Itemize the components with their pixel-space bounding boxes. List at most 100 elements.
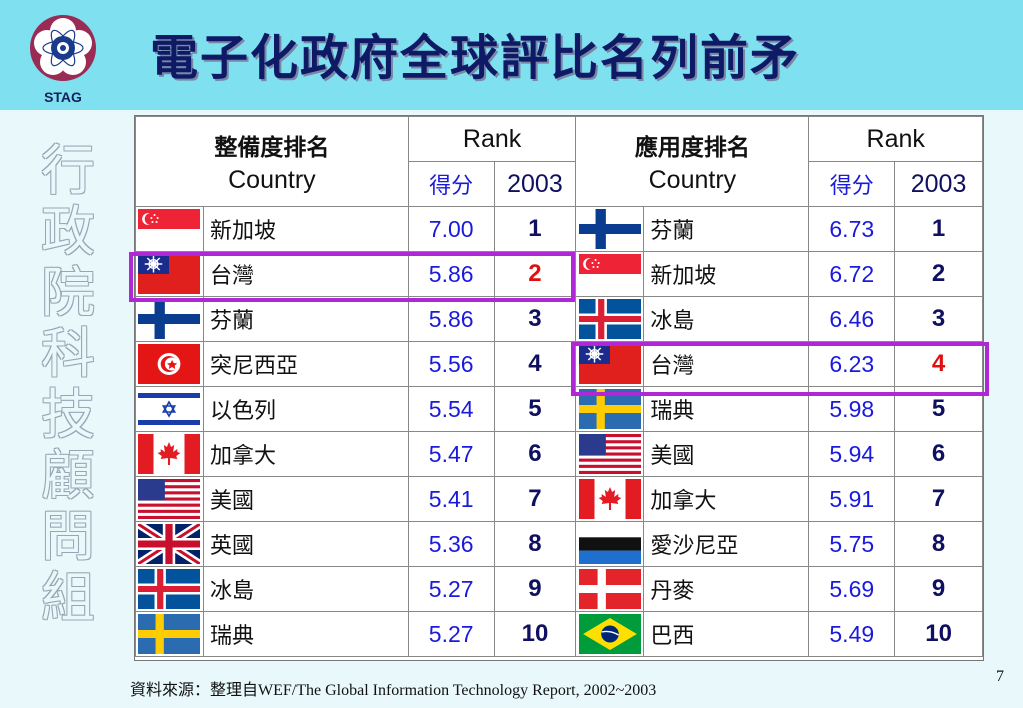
right-country-name: 芬蘭 — [643, 206, 810, 252]
source-footnote: 資料來源：整理自WEF/The Global Information Techn… — [130, 682, 657, 699]
canada-flag-icon — [138, 434, 201, 474]
singapore-flag-icon — [578, 254, 641, 294]
side-char: 組 — [41, 566, 95, 629]
side-char: 院 — [41, 261, 95, 324]
taiwan-flag-icon — [578, 344, 641, 384]
tunisia-flag-icon — [138, 344, 201, 384]
usa-flag-icon — [578, 434, 641, 474]
side-vertical-text: 行 政 院 科 技 顧 問 組 — [38, 140, 98, 628]
left-country-name: 瑞典 — [202, 611, 409, 657]
right-country-label: Country — [648, 166, 737, 194]
left-rank: 7 — [493, 476, 577, 522]
right-year-header: 2003 — [894, 161, 983, 207]
left-flag-cell — [135, 566, 204, 612]
right-score: 5.49 — [808, 611, 896, 657]
right-flag-cell — [575, 566, 645, 612]
iceland-flag-icon — [578, 299, 641, 339]
left-score: 5.27 — [407, 611, 495, 657]
side-char: 行 — [41, 139, 95, 202]
stag-logo-icon: STAG — [30, 15, 96, 105]
right-score: 6.23 — [808, 341, 896, 387]
right-rank: 1 — [894, 206, 983, 252]
table-row: 美國 5.41 7 加拿大 5.91 7 — [135, 476, 983, 522]
right-score: 6.73 — [808, 206, 896, 252]
header-bar: STAG 電子化政府全球評比名列前矛 — [0, 0, 1023, 110]
iceland-flag-icon — [138, 569, 201, 609]
right-rank: 6 — [894, 431, 983, 477]
left-rank: 3 — [493, 296, 577, 342]
side-char: 技 — [41, 383, 95, 446]
left-country-name: 芬蘭 — [202, 296, 409, 342]
right-score: 6.46 — [808, 296, 896, 342]
canada-flag-icon — [578, 479, 641, 519]
left-flag-cell — [135, 431, 204, 477]
right-score-header: 得分 — [808, 161, 896, 207]
right-score: 5.75 — [808, 521, 896, 567]
page-title: 電子化政府全球評比名列前矛 — [150, 30, 801, 86]
israel-flag-icon — [138, 389, 201, 429]
left-country-name: 台灣 — [202, 251, 409, 297]
left-country-label: Country — [228, 166, 316, 194]
right-flag-cell — [575, 296, 645, 342]
usa-flag-icon — [138, 479, 201, 519]
right-flag-cell — [575, 431, 645, 477]
right-flag-cell — [575, 476, 645, 522]
left-flag-cell — [135, 251, 204, 297]
right-flag-cell — [575, 611, 645, 657]
right-rank: 3 — [894, 296, 983, 342]
page-number: 7 — [996, 668, 1004, 685]
left-country-name: 美國 — [202, 476, 409, 522]
left-rank-header: Rank — [407, 116, 577, 162]
left-rank: 1 — [493, 206, 577, 252]
right-country-name: 冰島 — [643, 296, 810, 342]
right-rank-header: Rank — [808, 116, 983, 162]
left-score-header: 得分 — [407, 161, 495, 207]
uk-flag-icon — [136, 520, 203, 568]
ranking-table: 整備度排名 Country Rank 應用度排名 Country Rank 得分… — [129, 115, 989, 661]
right-country-name: 丹麥 — [643, 566, 810, 612]
right-score: 5.94 — [808, 431, 896, 477]
left-score: 5.41 — [407, 476, 495, 522]
left-country-name: 突尼西亞 — [202, 341, 409, 387]
left-highlight-box — [129, 252, 575, 302]
table-row: 新加坡 7.00 1 芬蘭 6.73 1 — [135, 206, 983, 252]
right-flag-cell — [575, 206, 645, 252]
right-country-name: 巴西 — [643, 611, 810, 657]
brazil-flag-icon — [578, 614, 641, 654]
denmark-flag-icon — [578, 569, 641, 609]
left-heading: 整備度排名 — [214, 134, 330, 161]
right-country-name: 愛沙尼亞 — [643, 521, 810, 567]
right-country-name: 新加坡 — [643, 251, 810, 297]
left-country-name: 冰島 — [202, 566, 409, 612]
left-rank: 10 — [493, 611, 577, 657]
side-char: 問 — [41, 505, 95, 568]
right-country-header: 應用度排名 Country — [575, 116, 810, 207]
left-flag-cell — [135, 296, 204, 342]
left-rank: 5 — [493, 386, 577, 432]
left-rank: 8 — [493, 521, 577, 567]
logo-text: STAG — [44, 89, 82, 105]
right-rank: 8 — [894, 521, 983, 567]
side-char: 政 — [41, 200, 95, 263]
right-country-name: 美國 — [643, 431, 810, 477]
table-row: 英國 5.36 8 愛沙尼亞 5.75 8 — [135, 520, 983, 568]
right-rank: 9 — [894, 566, 983, 612]
right-heading: 應用度排名 — [634, 134, 750, 161]
right-flag-cell — [575, 251, 645, 297]
estonia-flag-icon — [578, 524, 641, 564]
finland-flag-icon — [578, 209, 641, 249]
left-rank: 9 — [493, 566, 577, 612]
left-country-name: 新加坡 — [202, 206, 409, 252]
table-row: 冰島 5.27 9 丹麥 5.69 9 — [135, 566, 983, 612]
left-flag-cell — [135, 386, 204, 432]
taiwan-flag-icon — [138, 254, 201, 294]
left-score: 5.56 — [407, 341, 495, 387]
left-rank: 6 — [493, 431, 577, 477]
right-rank: 4 — [894, 341, 983, 387]
left-flag-cell — [135, 476, 204, 522]
left-score: 5.47 — [407, 431, 495, 477]
table-row: 加拿大 5.47 6 美國 5.94 6 — [135, 431, 983, 477]
right-score: 5.69 — [808, 566, 896, 612]
right-flag-cell — [575, 521, 645, 567]
right-rank: 2 — [894, 251, 983, 297]
